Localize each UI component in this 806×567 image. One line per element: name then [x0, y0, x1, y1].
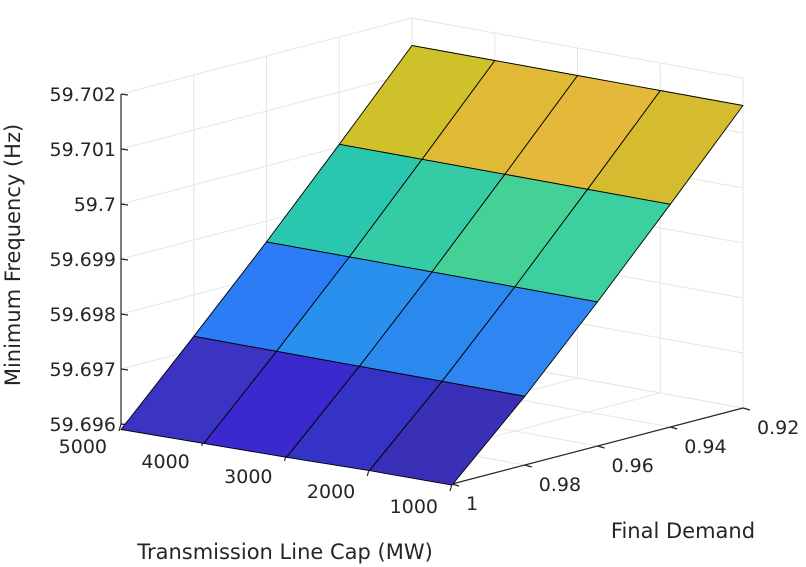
y-tick-label: 0.96 — [612, 455, 654, 477]
z-tick-label: 59.697 — [50, 359, 116, 381]
z-tick-label: 59.702 — [50, 84, 116, 106]
y-tick-label: 1 — [466, 493, 478, 515]
tick-labels: 59.696 59.697 59.698 59.699 59.7 59.701 59.702… — [50, 84, 800, 518]
surface-face — [120, 335, 277, 444]
x-tick-label: 2000 — [307, 481, 355, 503]
z-tick — [120, 368, 129, 371]
z-tick-label: 59.699 — [50, 249, 116, 271]
x-tick-label: 1000 — [390, 496, 438, 518]
x-tick-label: 4000 — [141, 451, 189, 473]
y-tick — [524, 464, 532, 468]
z-tick — [120, 93, 129, 96]
x-tick — [118, 423, 122, 432]
z-tick-label: 59.701 — [50, 139, 116, 161]
z-tick — [120, 148, 129, 151]
x-tick-label: 3000 — [224, 466, 272, 488]
z-tick-label: 59.698 — [50, 304, 116, 326]
y-axis-label: Final Demand — [611, 519, 755, 543]
y-tick — [742, 407, 751, 411]
y-tick-label: 0.92 — [757, 417, 799, 439]
y-tick-label: 0.94 — [684, 436, 726, 458]
grid-line — [120, 17, 744, 95]
x-tick-label: 5000 — [59, 436, 107, 458]
z-tick-label: 59.7 — [74, 194, 116, 216]
x-axis-label: Transmission Line Cap (MW) — [136, 540, 433, 564]
z-axis-label: Minimum Frequency (Hz) — [1, 124, 25, 386]
z-tick-label: 59.696 — [50, 414, 116, 436]
y-tick — [597, 445, 605, 449]
y-tick — [670, 426, 678, 430]
z-tick — [120, 313, 129, 316]
y-tick-label: 0.98 — [539, 474, 581, 496]
z-tick — [120, 203, 129, 206]
surface — [120, 45, 744, 486]
z-tick — [120, 258, 129, 261]
